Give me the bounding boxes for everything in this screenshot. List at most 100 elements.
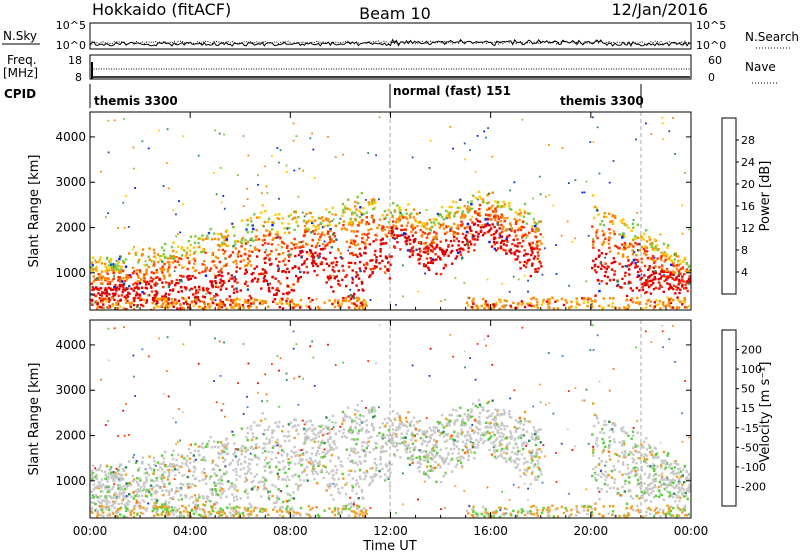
velocity-cell — [467, 454, 470, 458]
velocity-cell — [643, 489, 646, 493]
power-cell — [330, 238, 333, 241]
velocity-cell — [281, 478, 284, 481]
power-cell — [168, 293, 171, 296]
power-cell — [229, 277, 232, 280]
power-cell — [365, 261, 368, 265]
velocity-cell — [442, 458, 446, 461]
power-cell — [243, 264, 247, 268]
velocity-cell — [193, 467, 197, 470]
velocity-cell — [151, 506, 155, 509]
power-cell — [194, 302, 198, 305]
power-cell — [217, 285, 220, 289]
power-cell — [526, 302, 529, 305]
velocity-cell — [448, 413, 451, 417]
power-cell — [396, 204, 399, 207]
power-cell — [394, 225, 398, 228]
power-cell — [186, 267, 189, 271]
power-cell — [311, 298, 314, 302]
velocity-cell — [681, 483, 684, 486]
velocity-cell — [107, 505, 111, 508]
power-cell — [245, 270, 248, 274]
power-cell — [91, 264, 94, 267]
power-cell — [613, 270, 616, 273]
velocity-cell — [240, 446, 243, 450]
power-cell — [429, 257, 432, 260]
power-cell — [331, 302, 334, 306]
velocity-cell — [652, 495, 656, 499]
power-cell — [677, 260, 680, 263]
power-cell — [130, 287, 133, 290]
power-cell — [326, 224, 329, 227]
velocity-cell — [649, 465, 652, 468]
velocity-cell — [124, 473, 128, 476]
power-cell — [677, 280, 681, 283]
velocity-cell — [592, 467, 595, 471]
power-cell — [136, 283, 139, 286]
velocity-cell — [283, 439, 287, 443]
power-cell — [456, 224, 459, 227]
power-cell — [246, 198, 249, 200]
power-cell — [332, 232, 336, 235]
velocity-cell — [538, 456, 541, 459]
power-cell — [652, 266, 655, 269]
velocity-cell — [282, 477, 285, 481]
power-cell — [663, 279, 666, 283]
power-cell — [689, 268, 691, 272]
power-cell — [386, 213, 389, 217]
power-cell — [627, 245, 631, 248]
power-cell — [624, 271, 627, 275]
velocity-cell — [509, 456, 512, 459]
power-cell — [242, 259, 245, 262]
velocity-cell — [645, 489, 649, 493]
velocity-cell — [466, 452, 470, 455]
velocity-cell — [219, 489, 222, 492]
velocity-cell — [124, 466, 128, 469]
power-cell — [513, 217, 516, 221]
velocity-cell — [194, 510, 198, 513]
power-cell — [624, 264, 627, 268]
velocity-cell — [476, 420, 480, 424]
velocity-cell — [237, 458, 241, 461]
power-cell — [457, 240, 460, 243]
velocity-cell — [411, 442, 414, 445]
velocity-cell — [459, 432, 463, 435]
power-cell — [342, 211, 345, 214]
power-cell — [143, 292, 146, 295]
power-cell — [330, 246, 333, 249]
power-cell — [164, 256, 167, 260]
power-cell — [503, 217, 506, 220]
velocity-cell — [217, 446, 220, 449]
power-cell — [187, 239, 191, 243]
power-cell — [138, 258, 141, 262]
velocity-cell — [209, 475, 213, 478]
power-cell — [360, 282, 364, 285]
velocity-cell — [364, 475, 368, 478]
power-cell — [684, 269, 688, 273]
power-cell — [305, 258, 309, 261]
power-cell — [108, 298, 111, 302]
power-cell — [229, 303, 232, 306]
velocity-cell — [261, 432, 264, 435]
velocity-cell — [672, 495, 675, 499]
power-cell — [134, 251, 137, 255]
power-cell — [277, 253, 280, 256]
power-cell — [359, 206, 362, 209]
power-cell — [495, 303, 498, 306]
power-cell — [391, 230, 394, 234]
power-cell — [242, 306, 245, 309]
power-cell — [184, 300, 188, 303]
velocity-cell — [634, 474, 637, 477]
power-cell — [668, 304, 671, 308]
power-cell — [205, 292, 207, 295]
power-cell — [524, 211, 527, 215]
power-cell — [686, 289, 689, 293]
power-cell — [495, 241, 499, 244]
power-cell — [331, 220, 334, 222]
power-cell — [375, 265, 378, 268]
power-cell — [96, 305, 99, 308]
velocity-cell — [337, 487, 340, 491]
velocity-cell — [383, 473, 387, 476]
power-cell — [469, 149, 471, 151]
velocity-cell — [478, 428, 482, 431]
power-cell — [448, 213, 451, 217]
